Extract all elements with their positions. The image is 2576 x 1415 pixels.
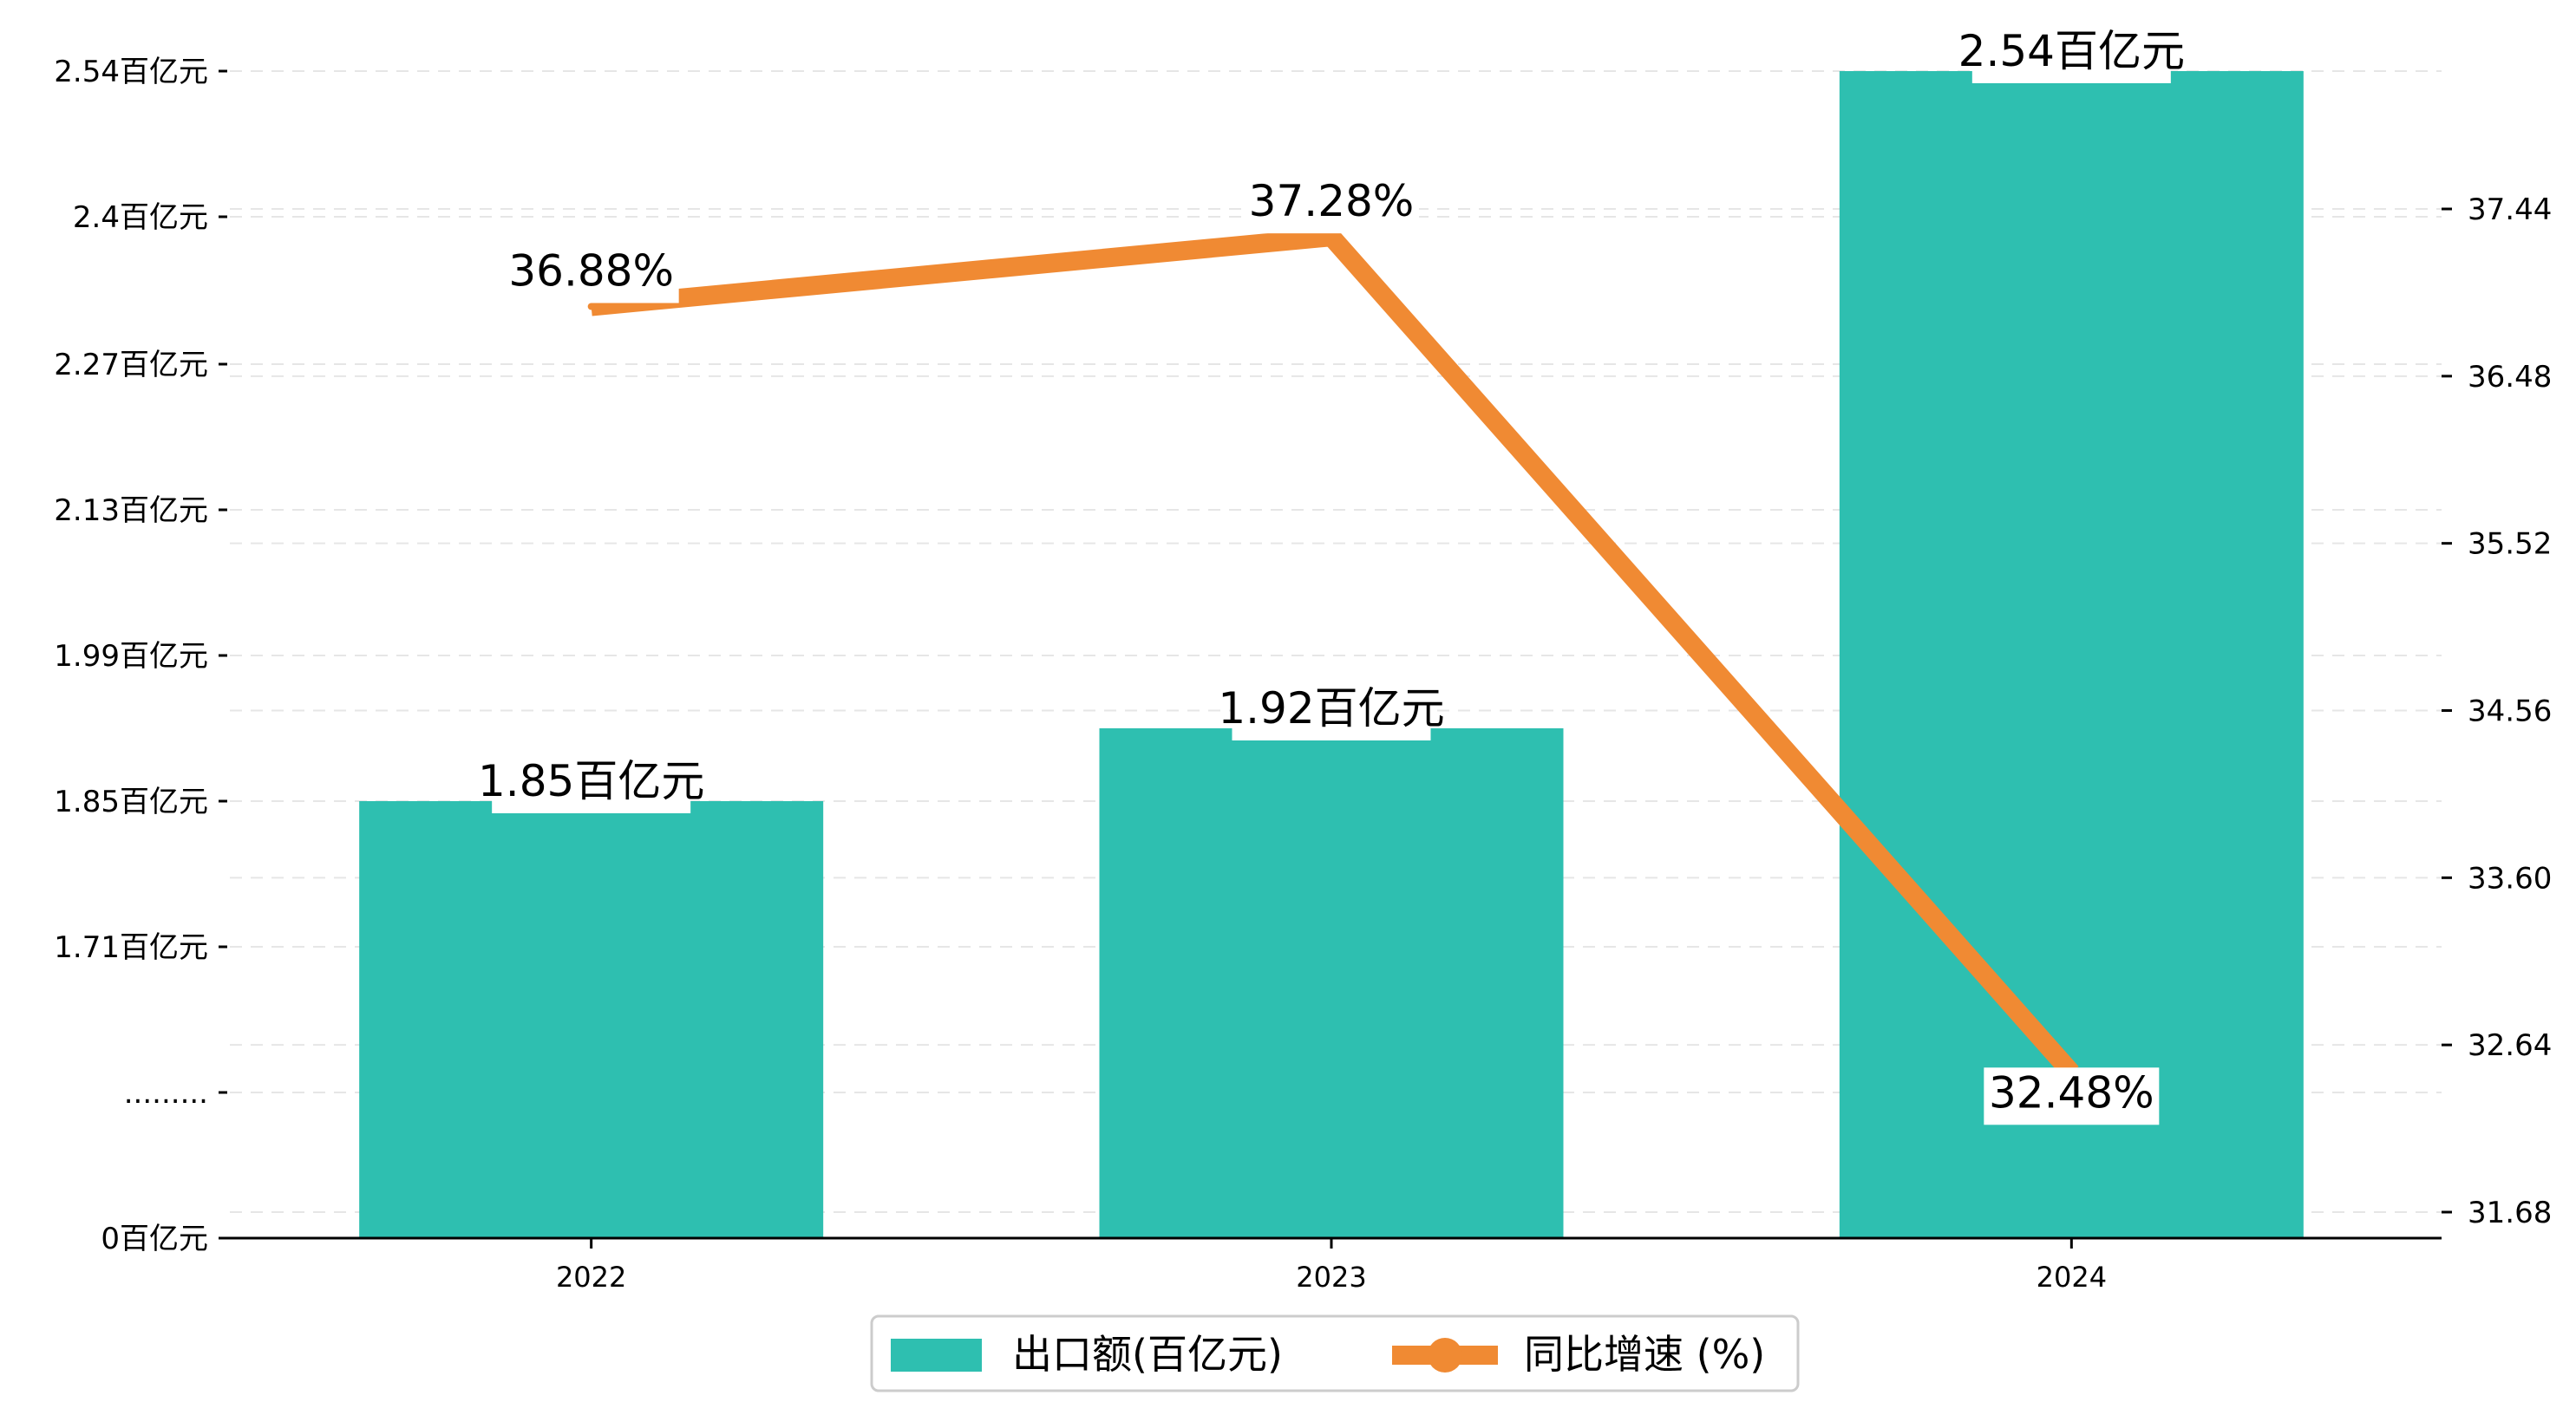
right-tick-label: 36.48 bbox=[2468, 360, 2552, 395]
bar-value-label-2024-text: 2.54百亿元 bbox=[1958, 26, 2185, 76]
x-tick-label: 2023 bbox=[1296, 1261, 1366, 1294]
x-tick-label: 2022 bbox=[556, 1261, 626, 1294]
data-labels: 1.85百亿元 1.92百亿元 2.54百亿元 36.88% 37.28% 32.48% bbox=[478, 26, 2185, 1125]
right-tick-label: 37.44 bbox=[2468, 192, 2552, 227]
bar-value-label-2022-text: 1.85百亿元 bbox=[478, 756, 704, 806]
growth-value-label-2024-box bbox=[1984, 1067, 2160, 1125]
growth-value-label-2023-box bbox=[1244, 176, 1419, 234]
growth-value-label-2024: 32.48% bbox=[1984, 1067, 2160, 1125]
legend-line-label: 同比增速 (%) bbox=[1524, 1331, 1765, 1378]
growth-value-label-2023-text: 37.28% bbox=[1249, 176, 1415, 226]
growth-value-label-2023: 37.28% bbox=[1244, 176, 1419, 234]
left-tick-label: 1.71百亿元 bbox=[54, 930, 208, 965]
right-tick-label: 35.52 bbox=[2468, 527, 2552, 562]
bar-2022 bbox=[359, 801, 824, 1238]
bars bbox=[359, 71, 2304, 1238]
left-tick-label: 1.99百亿元 bbox=[54, 639, 208, 674]
bar-value-label-2023-text: 1.92百亿元 bbox=[1218, 683, 1444, 734]
x-tick-label: 2024 bbox=[2037, 1261, 2107, 1294]
growth-point-2022 bbox=[587, 303, 595, 310]
left-tick-label: 1.85百亿元 bbox=[54, 785, 208, 819]
growth-point-2023 bbox=[1328, 233, 1335, 241]
right-tick-label: 31.68 bbox=[2468, 1196, 2552, 1230]
legend-bar-label: 出口额(百亿元) bbox=[1012, 1331, 1283, 1378]
bar-value-label-2024-box bbox=[1971, 26, 2171, 83]
legend-bar-swatch bbox=[891, 1339, 982, 1372]
growth-value-label-2022-box bbox=[503, 245, 679, 303]
growth-value-label-2022: 36.88% bbox=[503, 245, 679, 303]
growth-value-label-2022-text: 36.88% bbox=[508, 245, 674, 296]
legend-line-marker bbox=[1428, 1338, 1462, 1373]
bar-2023 bbox=[1099, 728, 1564, 1238]
left-tick-label: ......... bbox=[124, 1076, 208, 1111]
right-tick-label: 34.56 bbox=[2468, 694, 2552, 729]
axes: 0百亿元......... 1.71百亿元 1.85百亿元 1.99百亿元 2.13百亿… bbox=[54, 55, 2552, 1294]
bar-value-label-2022-box bbox=[492, 756, 691, 813]
bar-2024 bbox=[1839, 71, 2304, 1238]
right-tick-label: 33.60 bbox=[2468, 861, 2552, 896]
legend: 出口额(百亿元) 同比增速 (%) bbox=[870, 1314, 1800, 1392]
left-tick-label: 2.13百亿元 bbox=[54, 493, 208, 528]
left-tick-label: 2.54百亿元 bbox=[54, 55, 208, 89]
bar-value-label-2023-box bbox=[1232, 683, 1431, 740]
growth-value-label-2024-text: 32.48% bbox=[1989, 1067, 2154, 1118]
bar-value-label-2024: 2.54百亿元 bbox=[1958, 26, 2185, 83]
left-tick-label: 2.27百亿元 bbox=[54, 348, 208, 382]
right-tick-label: 32.64 bbox=[2468, 1028, 2552, 1063]
legend-box bbox=[870, 1314, 1800, 1392]
left-tick-label: 2.4百亿元 bbox=[73, 200, 208, 235]
bar-value-label-2023: 1.92百亿元 bbox=[1218, 683, 1445, 740]
left-tick-label: 0百亿元 bbox=[101, 1222, 208, 1256]
bar-value-label-2022: 1.85百亿元 bbox=[478, 756, 704, 813]
